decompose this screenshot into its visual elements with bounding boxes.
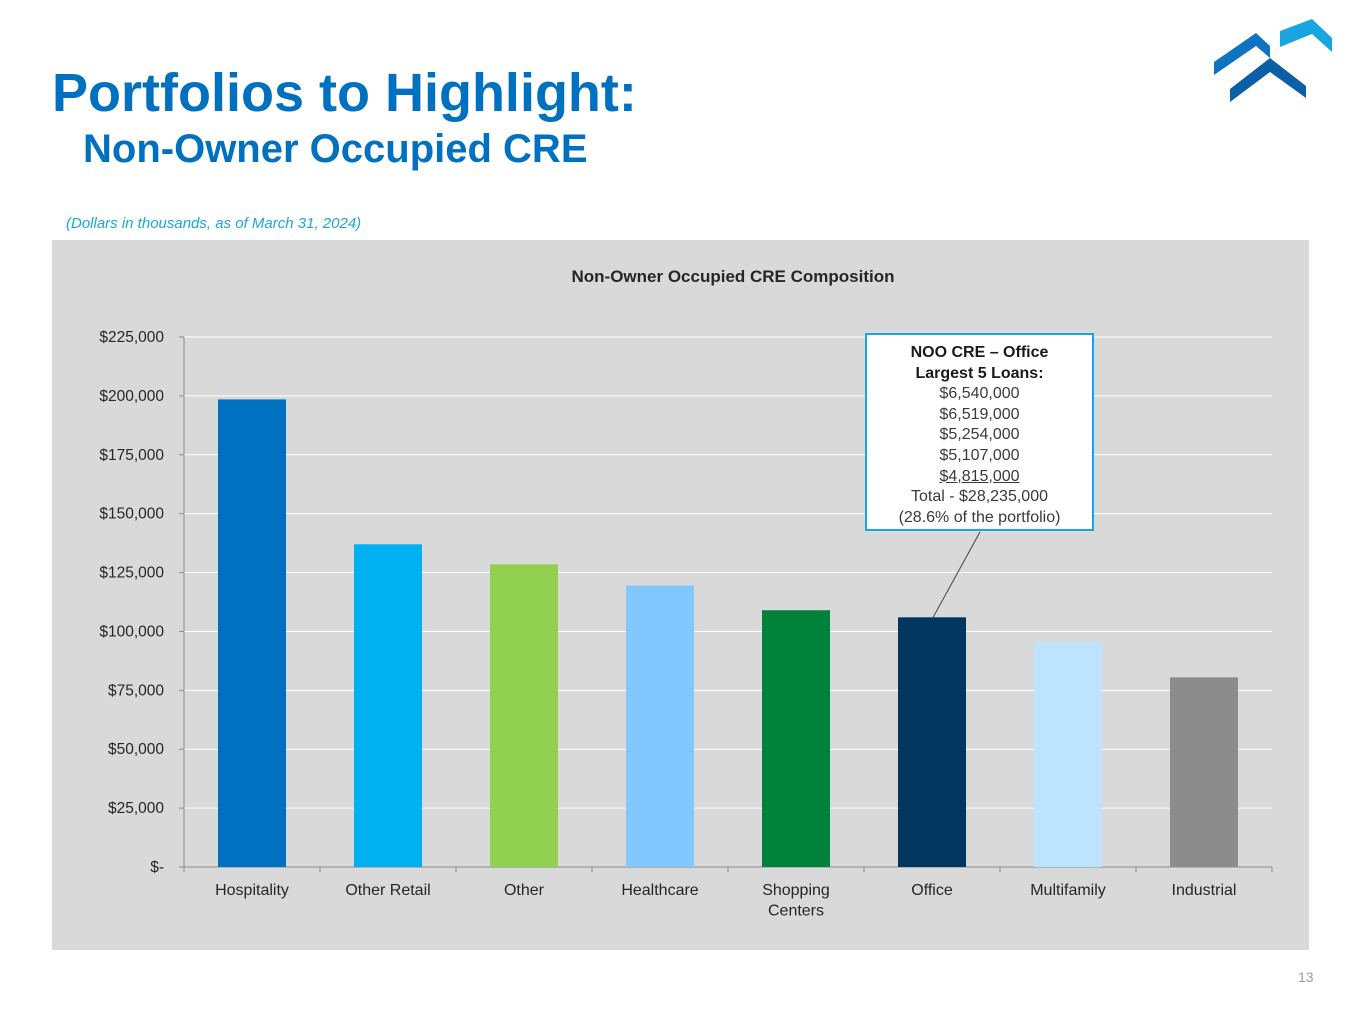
y-tick-label: $175,000: [99, 447, 164, 464]
x-tick-label: Multifamily: [1030, 882, 1106, 899]
callout-loan-4: $5,107,000: [939, 446, 1020, 464]
page-number: 13: [1298, 969, 1314, 985]
callout-heading-line2: Largest 5 Loans:: [915, 364, 1044, 382]
y-tick-label: $150,000: [99, 506, 164, 523]
callout-share: (28.6% of the portfolio): [898, 508, 1061, 526]
callout-heading-line1: NOO CRE – Office: [910, 344, 1049, 361]
bar-industrial: [1170, 677, 1238, 867]
bar-other: [490, 564, 558, 867]
company-logo-icon: [1214, 19, 1332, 102]
bar-hospitality: [218, 399, 286, 867]
bar-other-retail: [354, 544, 422, 867]
callout-loan-5-value: $4,815,000: [939, 467, 1020, 485]
callout-total: Total - $28,235,000: [911, 488, 1048, 506]
x-tick-label: Shopping Centers: [762, 882, 830, 920]
x-tick-label: Other Retail: [345, 882, 430, 899]
callout-loan-5: $4,815,000: [871, 467, 1088, 488]
callout-loan-3: $5,254,000: [939, 426, 1020, 444]
bar-office: [898, 617, 966, 867]
y-tick-label: $50,000: [108, 741, 164, 758]
chart-title: Non-Owner Occupied CRE Composition: [571, 267, 894, 286]
bar-healthcare: [626, 585, 694, 867]
office-loans-callout: NOO CRE – Office Largest 5 Loans: $6,540…: [865, 333, 1094, 531]
y-tick-label: $125,000: [99, 565, 164, 582]
x-tick-label: Industrial: [1172, 882, 1237, 899]
x-tick-label: Hospitality: [215, 882, 289, 899]
slide-title: Portfolios to Highlight:: [52, 63, 637, 123]
x-tick-label: Office: [911, 882, 953, 899]
x-tick-label: Healthcare: [621, 882, 698, 899]
bar-multifamily: [1034, 642, 1102, 867]
callout-leader-line: [931, 531, 981, 620]
y-tick-label: $-: [150, 859, 164, 876]
y-tick-label: $225,000: [99, 329, 164, 346]
y-tick-label: $25,000: [108, 800, 164, 817]
bar-chart: Non-Owner Occupied CRE Composition $- $25,…: [99, 267, 1273, 920]
y-tick-label: $75,000: [108, 682, 164, 699]
callout-loan-1: $6,540,000: [939, 385, 1020, 403]
slide-subtitle: Non-Owner Occupied CRE: [83, 127, 588, 171]
bar-shopping-centers: [762, 610, 830, 867]
y-tick-label: $200,000: [99, 388, 164, 405]
callout-loan-2: $6,519,000: [939, 405, 1020, 423]
chart-panel: Non-Owner Occupied CRE Composition $- $25,…: [52, 240, 1309, 950]
y-tick-label: $100,000: [99, 623, 164, 640]
units-note: (Dollars in thousands, as of March 31, 2…: [66, 215, 362, 232]
x-tick-label: Other: [504, 882, 545, 899]
